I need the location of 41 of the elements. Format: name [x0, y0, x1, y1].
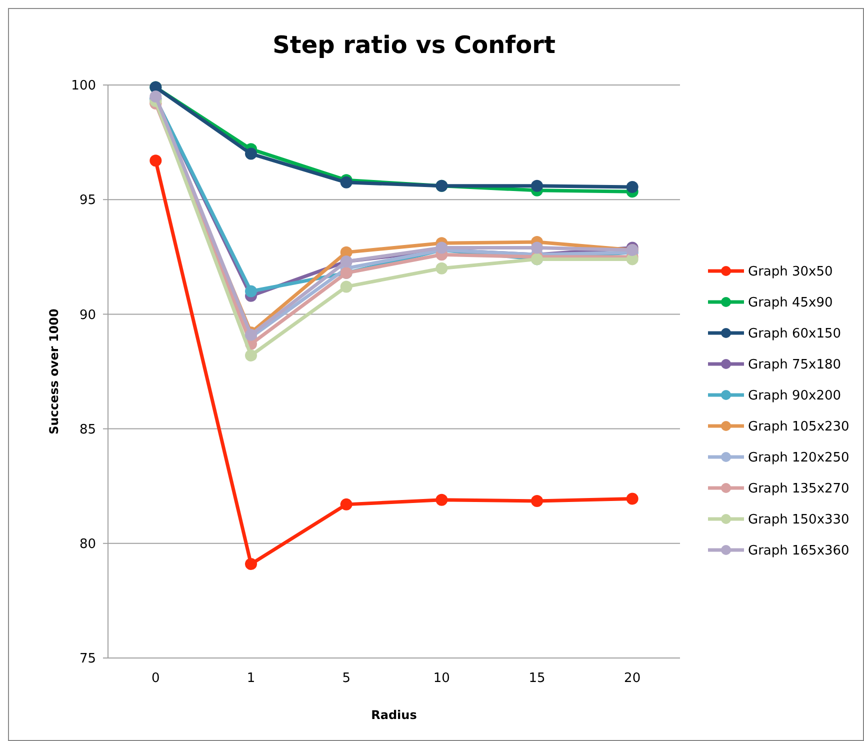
legend-label: Graph 105x230 [748, 420, 850, 435]
point [436, 242, 448, 254]
x-tick-label: 20 [624, 671, 641, 686]
point [626, 180, 638, 193]
legend-label: Graph 60x150 [748, 326, 842, 342]
point [531, 242, 543, 254]
point [245, 558, 257, 570]
point [531, 180, 543, 192]
x-axis-title: Radius [371, 708, 417, 722]
point [150, 90, 162, 102]
point [340, 498, 352, 510]
y-tick-label: 75 [79, 652, 96, 667]
legend-label: Graph 165x360 [748, 544, 850, 559]
y-tick-label: 90 [79, 308, 96, 323]
legend-label: Graph 30x50 [748, 264, 833, 280]
chart-title: Step ratio vs Confort [272, 31, 556, 59]
point [245, 148, 257, 160]
x-tick-label: 10 [433, 671, 450, 686]
legend-label: Graph 135x270 [748, 482, 850, 497]
point [531, 495, 543, 507]
legend-label: Graph 150x330 [748, 512, 850, 528]
point [436, 262, 448, 274]
point [340, 280, 352, 293]
legend-label: Graph 90x200 [748, 388, 842, 404]
point [436, 494, 448, 506]
legend-label: Graph 120x250 [748, 450, 850, 466]
y-tick-label: 95 [79, 193, 96, 208]
legend-label: Graph 75x180 [748, 358, 842, 373]
y-axis-title: Success over 1000 [47, 308, 61, 434]
y-tick-label: 85 [79, 422, 96, 438]
point [150, 154, 162, 167]
point [626, 492, 638, 505]
y-tick-label: 100 [71, 78, 96, 94]
legend-label: Graph 45x90 [748, 296, 833, 311]
x-tick-label: 1 [246, 671, 256, 686]
point [245, 349, 257, 362]
y-tick-label: 80 [79, 536, 96, 552]
point [245, 285, 257, 298]
x-tick-label: 15 [528, 671, 546, 686]
x-tick-label: 0 [152, 671, 160, 686]
x-tick-label: 5 [342, 671, 350, 686]
